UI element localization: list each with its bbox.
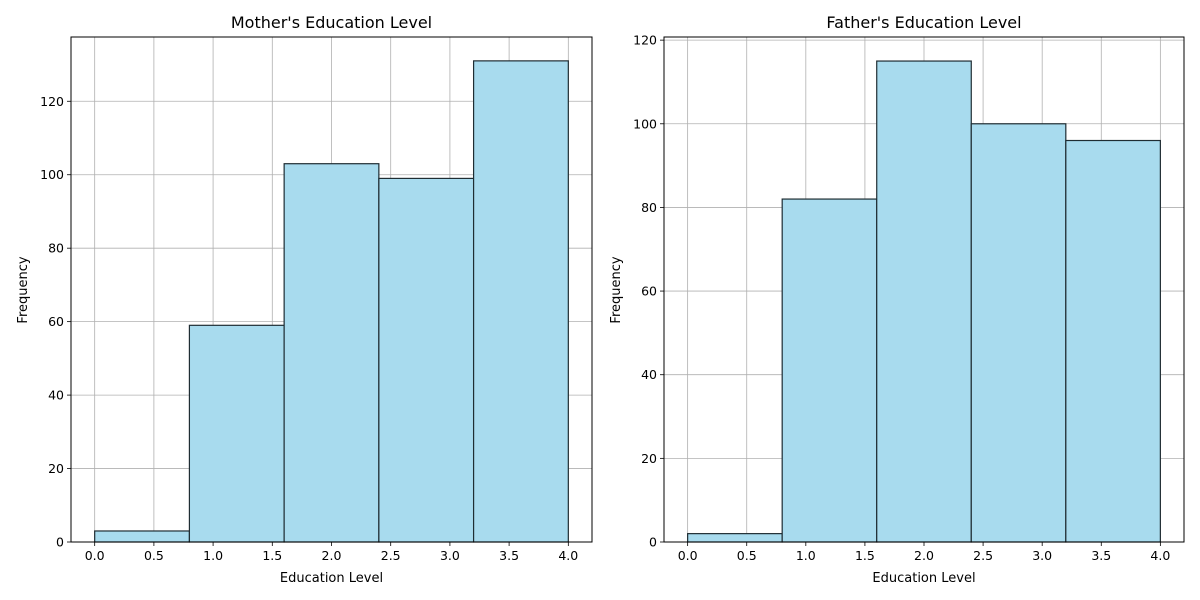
y-tick-label: 60 [48, 314, 64, 329]
y-tick-label: 20 [48, 461, 64, 476]
x-tick-label: 0.0 [678, 548, 698, 563]
y-tick-label: 100 [40, 167, 64, 182]
y-tick-label: 0 [649, 535, 657, 550]
x-tick-label: 0.5 [144, 548, 164, 563]
plot-frame [663, 36, 1185, 543]
histogram-bar [876, 60, 972, 543]
chart-title: Mother's Education Level [231, 13, 432, 32]
mother-education-chart: Mother's Education Level Education Level… [16, 13, 593, 586]
y-tick-label: 20 [641, 451, 657, 466]
histogram-bar [94, 530, 191, 543]
x-axis-label: Education Level [872, 571, 975, 586]
x-tick-label: 0.5 [737, 548, 757, 563]
x-axis-label: Education Level [280, 571, 383, 586]
x-tick-label: 0.0 [85, 548, 105, 563]
histogram-bar [1065, 139, 1161, 543]
histogram-bar [970, 123, 1067, 543]
y-tick-label: 80 [48, 241, 64, 256]
y-tick-label: 120 [633, 33, 657, 48]
chart-title: Father's Education Level [826, 13, 1021, 32]
y-tick-label: 40 [641, 367, 657, 382]
x-tick-label: 3.0 [440, 548, 460, 563]
x-tick-label: 3.0 [1032, 548, 1052, 563]
x-tick-label: 4.0 [1150, 548, 1170, 563]
x-tick-label: 1.5 [262, 548, 282, 563]
x-tick-label: 1.5 [855, 548, 875, 563]
y-tick-label: 100 [633, 116, 657, 131]
x-tick-label: 2.5 [381, 548, 401, 563]
x-tick-label: 2.0 [914, 548, 934, 563]
x-tick-label: 2.5 [973, 548, 993, 563]
y-tick-label: 60 [641, 284, 657, 299]
y-axis-label: Frequency [16, 256, 31, 323]
x-tick-label: 4.0 [558, 548, 578, 563]
histogram-bar [283, 163, 380, 543]
x-tick-label: 3.5 [1091, 548, 1111, 563]
father-education-chart: Father's Education Level Education Level… [609, 13, 1185, 586]
y-tick-label: 80 [641, 200, 657, 215]
x-tick-label: 1.0 [203, 548, 223, 563]
y-tick-label: 40 [48, 388, 64, 403]
histogram-bar [188, 324, 285, 543]
y-tick-label: 120 [40, 94, 64, 109]
x-tick-label: 2.0 [322, 548, 342, 563]
axes: 0.0 0.5 1.0 1.5 2.0 2.5 3.0 3.5 4.0 0 20 40 60 80 100 1… [633, 33, 1185, 563]
histogram-bar [781, 198, 878, 543]
histogram-bar [687, 533, 783, 543]
y-tick-label: 0 [56, 535, 64, 550]
x-tick-label: 1.0 [796, 548, 816, 563]
y-axis-label: Frequency [609, 256, 624, 323]
histogram-bar [472, 60, 569, 543]
plot-frame [70, 36, 593, 543]
bars [94, 60, 569, 543]
x-tick-label: 3.5 [499, 548, 519, 563]
histogram-bar [378, 177, 475, 543]
bars [687, 60, 1161, 543]
axes: 0.0 0.5 1.0 1.5 2.0 2.5 3.0 3.5 4.0 0 20 40 60 80 100 1… [40, 36, 593, 563]
